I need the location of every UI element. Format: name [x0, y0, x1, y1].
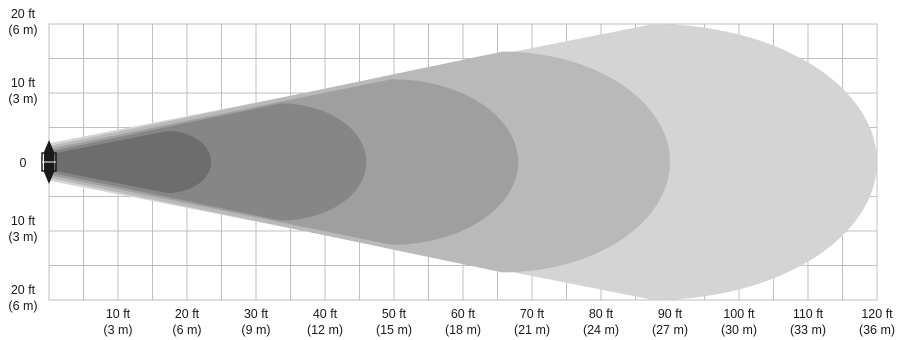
- x-tick-sublabel: (33 m): [790, 323, 826, 337]
- x-tick-sublabel: (15 m): [376, 323, 412, 337]
- x-tick-label: 70 ft: [520, 307, 545, 321]
- x-tick-label: 30 ft: [244, 307, 269, 321]
- x-tick-sublabel: (21 m): [514, 323, 550, 337]
- x-tick-sublabel: (3 m): [103, 323, 132, 337]
- y-tick-sublabel: (3 m): [8, 92, 37, 106]
- x-tick-sublabel: (9 m): [241, 323, 270, 337]
- x-tick-label: 100 ft: [723, 307, 755, 321]
- beam-zone-5: [49, 130, 212, 194]
- x-tick-label: 60 ft: [451, 307, 476, 321]
- x-tick-sublabel: (27 m): [652, 323, 688, 337]
- x-tick-label: 90 ft: [658, 307, 683, 321]
- light-fixture-icon: [41, 140, 57, 184]
- y-tick-label: 20 ft: [11, 283, 36, 297]
- x-tick-label: 10 ft: [106, 307, 131, 321]
- beam-zones: [49, 24, 877, 300]
- y-tick-label: 20 ft: [11, 7, 36, 21]
- y-tick-sublabel: (6 m): [8, 23, 37, 37]
- y-tick-label: 0: [20, 156, 27, 170]
- x-tick-label: 20 ft: [175, 307, 200, 321]
- y-axis-ticks: 20 ft (6 m) 10 ft (3 m) 0 10 ft (3 m) 20 ft (6 m…: [8, 7, 37, 313]
- y-tick-sublabel: (6 m): [8, 299, 37, 313]
- x-tick-label: 120 ft: [861, 307, 893, 321]
- x-tick-sublabel: (6 m): [172, 323, 201, 337]
- x-tick-sublabel: (12 m): [307, 323, 343, 337]
- y-tick-label: 10 ft: [11, 76, 36, 90]
- x-tick-sublabel: (24 m): [583, 323, 619, 337]
- x-tick-sublabel: (30 m): [721, 323, 757, 337]
- x-tick-sublabel: (36 m): [859, 323, 895, 337]
- x-tick-label: 110 ft: [793, 307, 824, 321]
- x-axis-ticks: 10 ft (3 m) 20 ft (6 m) 30 ft (9 m) 40 ft (12 m…: [103, 307, 895, 337]
- x-tick-label: 80 ft: [589, 307, 614, 321]
- x-tick-sublabel: (18 m): [445, 323, 481, 337]
- x-tick-label: 40 ft: [313, 307, 338, 321]
- y-tick-label: 10 ft: [11, 214, 36, 228]
- x-tick-label: 50 ft: [382, 307, 407, 321]
- y-tick-sublabel: (3 m): [8, 230, 37, 244]
